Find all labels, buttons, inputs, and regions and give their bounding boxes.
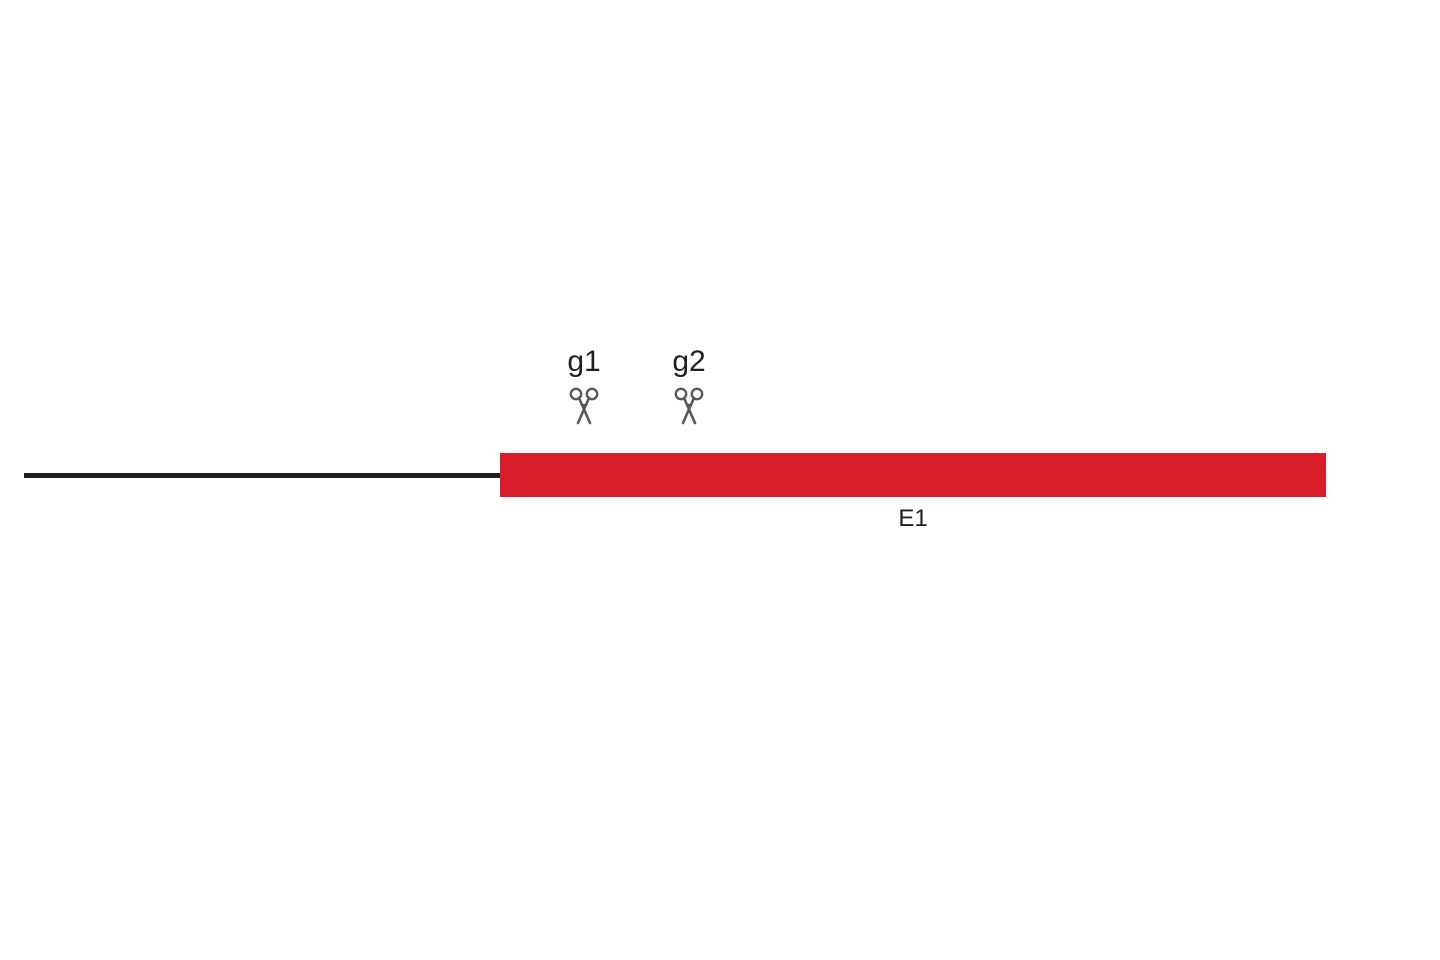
- guide-label-g1: g1: [567, 345, 600, 379]
- guide-label-g2: g2: [672, 345, 705, 379]
- scissors-icon: [673, 387, 705, 425]
- gene-diagram-canvas: E1 g1 g2: [0, 0, 1440, 960]
- exon-label-e1: E1: [898, 505, 927, 533]
- scissors-icon: [673, 387, 705, 430]
- scissors-icon: [568, 387, 600, 425]
- scissors-icon: [568, 387, 600, 430]
- intron-line: [24, 473, 500, 478]
- exon-e1: [500, 453, 1326, 497]
